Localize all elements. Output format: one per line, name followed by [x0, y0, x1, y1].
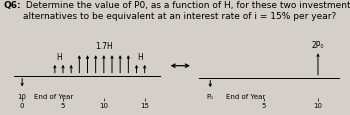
- Text: Q6:: Q6:: [4, 1, 21, 10]
- Text: End of Year: End of Year: [226, 93, 266, 99]
- Text: 1.7H: 1.7H: [95, 42, 113, 51]
- Text: 10: 10: [18, 93, 27, 99]
- Text: Determine the value of P0, as a function of H, for these two investment
alternat: Determine the value of P0, as a function…: [23, 1, 350, 20]
- Text: 2P₀: 2P₀: [312, 40, 324, 49]
- Text: End of Year: End of Year: [34, 93, 74, 99]
- Text: H: H: [56, 52, 62, 61]
- Text: P₀: P₀: [207, 93, 214, 99]
- Text: H: H: [138, 52, 144, 61]
